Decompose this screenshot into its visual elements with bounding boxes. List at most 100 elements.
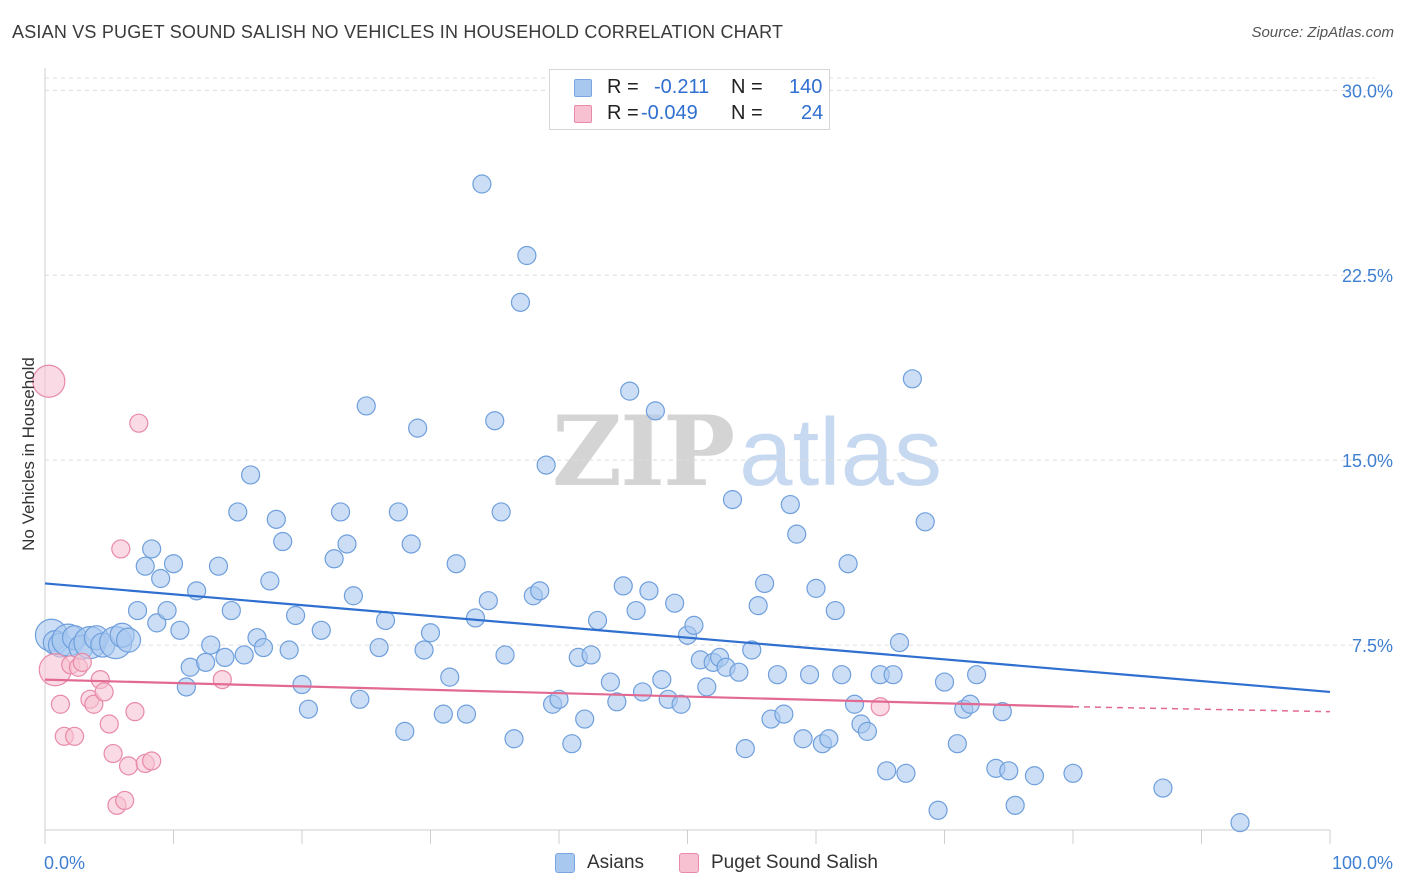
asians-point xyxy=(375,610,396,631)
asians-point xyxy=(825,600,845,621)
asians-point xyxy=(780,494,800,515)
asians-point xyxy=(495,645,515,665)
asians-point xyxy=(504,729,524,749)
salish-point xyxy=(94,682,114,702)
asians-point xyxy=(639,581,659,601)
asians-point xyxy=(369,637,389,658)
asians-point xyxy=(127,600,148,621)
watermark-zip: ZIP xyxy=(552,395,735,508)
legend-r-label: R = xyxy=(607,102,639,124)
salish-point xyxy=(125,702,145,722)
y-axis-label: No Vehicles in Household xyxy=(19,357,38,551)
asians-point xyxy=(967,665,987,685)
salish-trend-extension xyxy=(1072,705,1331,713)
asians-point xyxy=(742,640,762,660)
salish-point xyxy=(212,669,232,690)
asians-point xyxy=(446,554,466,574)
asians-point xyxy=(115,627,142,653)
asians-point xyxy=(465,608,486,628)
asians-point xyxy=(819,729,839,749)
y-tick-label: 22.5% xyxy=(1342,266,1393,286)
asians-point xyxy=(652,669,672,690)
asians-point xyxy=(440,667,460,687)
asians-point xyxy=(665,593,685,613)
asians-point xyxy=(485,411,505,431)
y-tick-label: 7.5% xyxy=(1352,636,1393,656)
asians-point xyxy=(157,600,177,621)
asians-point xyxy=(877,761,897,781)
x-tick-label: 0.0% xyxy=(44,853,85,873)
asians-point xyxy=(645,401,665,421)
asians-point xyxy=(722,490,743,510)
asians-point xyxy=(215,647,235,668)
salish-point xyxy=(118,756,139,776)
asians-point xyxy=(517,245,537,266)
asians-point xyxy=(478,591,498,611)
asians-point xyxy=(832,665,852,685)
asians-point xyxy=(510,292,531,312)
asians-point xyxy=(896,763,916,783)
asians-point xyxy=(420,623,441,643)
asians-point xyxy=(562,734,582,754)
asians-point xyxy=(147,613,167,633)
asians-point xyxy=(408,418,428,438)
salish-point xyxy=(64,726,85,746)
asians-point xyxy=(530,581,550,601)
salish-point xyxy=(111,539,131,559)
asians-point xyxy=(754,573,775,594)
asians-point xyxy=(356,396,376,416)
asians-point xyxy=(395,721,415,741)
asians-point xyxy=(388,502,408,522)
chart-title: ASIAN VS PUGET SOUND SALISH NO VEHICLES … xyxy=(12,22,784,42)
asians-point xyxy=(298,699,319,719)
asians-point xyxy=(176,677,196,697)
asians-point xyxy=(626,600,646,621)
series-swatch-asians xyxy=(555,853,575,873)
series-label-salish: Puget Sound Salish xyxy=(711,852,878,873)
asians-point xyxy=(684,615,704,635)
asians-point xyxy=(311,620,331,640)
asians-point xyxy=(221,600,241,621)
salish-point xyxy=(142,751,162,771)
salish-point xyxy=(103,743,123,764)
legend-r-label: R = xyxy=(607,76,639,98)
asians-point xyxy=(793,729,813,749)
asians-point xyxy=(902,369,922,389)
asians-point xyxy=(135,556,155,576)
asians-point xyxy=(433,704,453,724)
asians-point xyxy=(170,620,190,640)
asians-point xyxy=(151,568,171,589)
asians-point xyxy=(330,502,351,522)
asians-point xyxy=(142,539,162,559)
asians-point xyxy=(600,672,621,692)
salish-point xyxy=(115,790,135,811)
asians-point xyxy=(1230,813,1250,833)
legend-n-value: 24 xyxy=(801,102,824,124)
asians-point xyxy=(273,531,293,552)
legend-n-label: N = xyxy=(731,76,763,98)
asians-point xyxy=(234,645,254,665)
asians-point xyxy=(1153,778,1173,798)
asians-point xyxy=(163,554,184,574)
salish-trend-line xyxy=(44,678,1074,708)
salish-point xyxy=(84,694,104,714)
asians-point xyxy=(735,739,755,759)
stats-legend: R = -0.211 N = 140 R = -0.049 N = 24 xyxy=(549,69,830,130)
asians-point xyxy=(241,465,261,485)
asians-point xyxy=(401,534,421,554)
asians-point xyxy=(337,534,357,554)
source-label: Source: ZipAtlas.com xyxy=(1251,24,1394,41)
asians-point xyxy=(350,689,370,709)
asians-trend-line xyxy=(44,582,1331,694)
asians-point xyxy=(947,734,967,754)
asians-point xyxy=(266,509,286,529)
legend-r-value: -0.049 xyxy=(641,102,698,124)
asians-point xyxy=(196,652,216,672)
asians-point xyxy=(253,637,274,658)
asians-point xyxy=(613,576,633,596)
x-tick-label: 100.0% xyxy=(1332,853,1393,873)
asians-point xyxy=(414,640,434,660)
asians-point xyxy=(697,677,717,697)
asians-point xyxy=(806,578,826,598)
asians-point xyxy=(934,672,955,692)
